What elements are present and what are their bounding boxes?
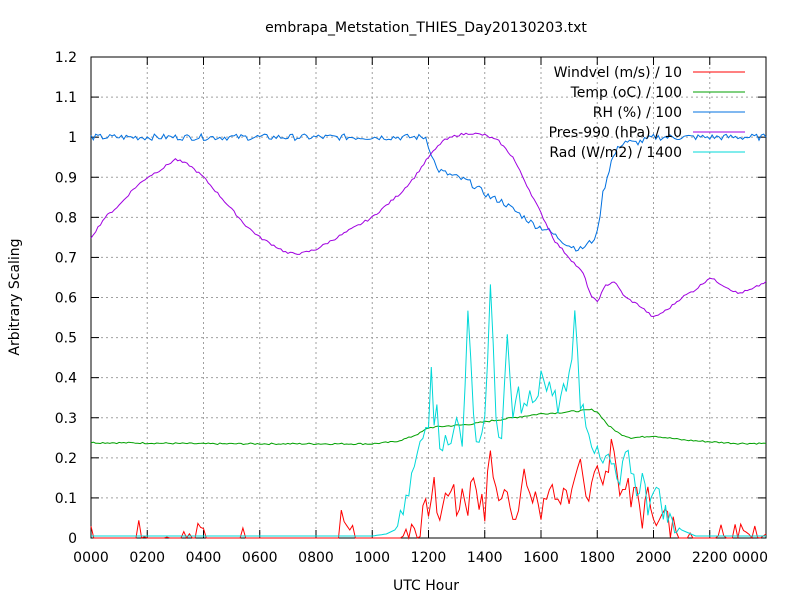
series-group <box>90 132 767 540</box>
y-tick-label: 0.8 <box>55 210 77 226</box>
x-tick-label: 1200 <box>411 550 447 566</box>
x-tick-label: 1600 <box>523 550 559 566</box>
x-tick-label: 1000 <box>354 550 390 566</box>
x-tick-label: 0200 <box>129 550 165 566</box>
x-axis-label: UTC Hour <box>393 578 459 594</box>
legend-label-5: Rad (W/m2) / 1400 <box>549 145 682 161</box>
y-tick-label: 0.6 <box>55 291 77 307</box>
y-tick-label: 0.7 <box>55 250 77 266</box>
y-tick-label: 0.4 <box>55 371 77 387</box>
legend-label-1: Windvel (m/s) / 10 <box>554 65 682 81</box>
legend-label-2: Temp (oC) / 100 <box>570 85 682 101</box>
x-tick-label: 1400 <box>467 550 503 566</box>
x-tick-label: 2000 <box>636 550 672 566</box>
x-tick-label: 2200 <box>692 550 728 566</box>
x-tick-label: 0000 <box>73 550 109 566</box>
series-line-4 <box>90 132 767 318</box>
x-tick-label: 0000 <box>732 550 768 566</box>
legend-label-3: RH (%) / 100 <box>593 105 682 121</box>
y-tick-label: 1.2 <box>55 50 77 66</box>
y-tick-label: 0.2 <box>55 451 77 467</box>
legend-label-4: Pres-990 (hPa) / 10 <box>549 125 682 141</box>
y-axis-ticks: 0 0.1 0.2 0.3 0.4 0.5 0.6 0.7 0.8 0.9 1 1.1 1.2 <box>55 50 766 547</box>
legend: Windvel (m/s) / 10 Temp (oC) / 100 RH (%) … <box>549 65 745 161</box>
series-line-3 <box>90 132 767 252</box>
series-line-5 <box>91 284 766 537</box>
grid <box>91 57 766 538</box>
y-axis-label: Arbitrary Scaling <box>7 238 23 355</box>
x-tick-label: 0600 <box>242 550 278 566</box>
series-line-2 <box>90 408 767 446</box>
y-tick-label: 1.1 <box>55 90 77 106</box>
y-tick-label: 0.5 <box>55 331 77 347</box>
x-tick-label: 1800 <box>579 550 615 566</box>
chart-title: embrapa_Metstation_THIES_Day20130203.txt <box>265 20 587 36</box>
y-tick-label: 0.1 <box>55 491 77 507</box>
y-tick-label: 0.9 <box>55 170 77 186</box>
series-line-1 <box>90 438 767 540</box>
y-tick-label: 0 <box>68 531 77 547</box>
y-tick-label: 0.3 <box>55 411 77 427</box>
x-tick-label: 0400 <box>186 550 222 566</box>
x-tick-label: 0800 <box>298 550 334 566</box>
x-axis-ticks: 0000 0200 0400 0600 0800 1000 1200 1400 1600 1800… <box>73 57 768 566</box>
y-tick-label: 1 <box>68 130 77 146</box>
